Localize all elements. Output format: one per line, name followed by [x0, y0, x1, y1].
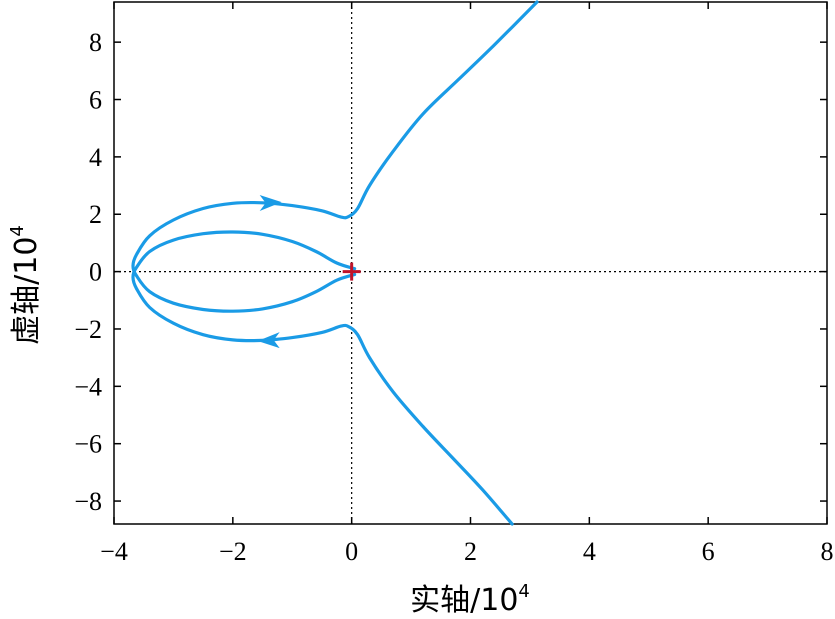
plot-frame: [113, 1, 828, 525]
y-tick-label: 8: [89, 28, 102, 57]
y-axis-title: 虚轴/104: [7, 225, 44, 345]
x-tick-label: −2: [219, 537, 247, 566]
series-line: [131, 230, 514, 526]
y-tick-label: 6: [89, 86, 102, 115]
x-tick-label: −4: [100, 537, 128, 566]
y-tick-label: −8: [74, 487, 102, 516]
direction-arrow: [257, 332, 280, 349]
x-tick-label: 0: [345, 537, 358, 566]
plot-area: [113, 1, 828, 525]
y-tick-label: 4: [89, 143, 102, 172]
y-tick-label: 2: [89, 200, 102, 229]
direction-arrow: [259, 195, 282, 212]
series-1: [131, 0, 539, 313]
y-tick-label: 0: [89, 258, 102, 287]
x-tick-label: 6: [702, 537, 715, 566]
series-line: [131, 0, 539, 313]
x-tick-label: 4: [583, 537, 596, 566]
y-tick-label: −2: [74, 315, 102, 344]
series-2: [131, 230, 514, 526]
tick-group: −4 −2 0 2 4 6 8 −8 −6 −4 −2 0 2 4 6 8: [74, 2, 834, 566]
y-tick-label: −4: [74, 372, 102, 401]
x-tick-label: 2: [464, 537, 477, 566]
curve-group: [131, 0, 539, 526]
x-tick-label: 8: [821, 537, 834, 566]
origin-marker: [342, 262, 361, 281]
x-axis-title: 实轴/104: [410, 581, 530, 618]
y-tick-label: −6: [74, 430, 102, 459]
